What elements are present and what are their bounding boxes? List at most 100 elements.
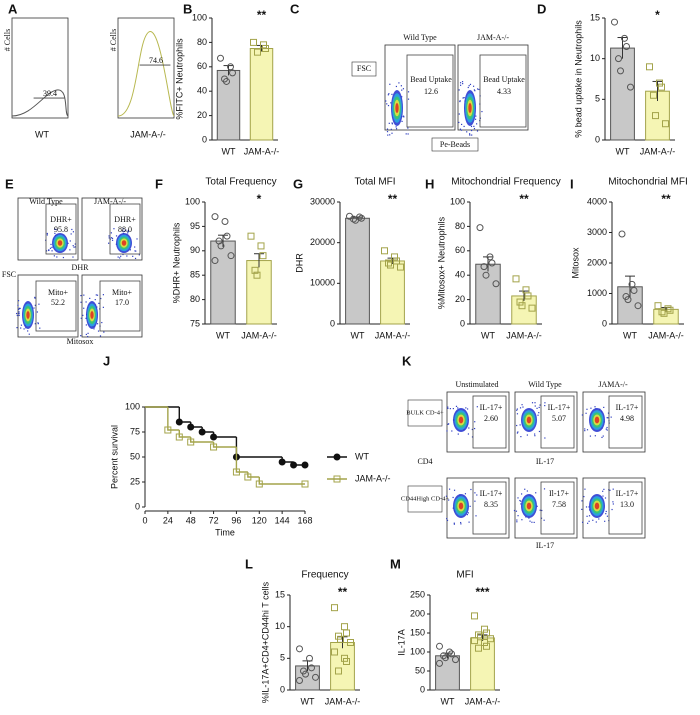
y-axis-label: % bead uptake in Neutrophils	[573, 20, 583, 138]
flow-density	[526, 502, 532, 510]
flow-plot	[117, 17, 175, 119]
flow-label: 52.2	[51, 298, 65, 307]
flow-event	[534, 405, 536, 407]
y-tick-label: 15	[275, 589, 285, 599]
flow-event	[465, 407, 467, 409]
flow-label: JAMA-/-	[598, 380, 628, 389]
survival-point	[175, 433, 183, 441]
flow-event	[48, 249, 50, 251]
flow-event	[462, 97, 464, 99]
data-point	[251, 266, 259, 274]
flow-event	[134, 257, 137, 260]
data-point	[475, 644, 482, 652]
flow-event	[605, 428, 607, 430]
significance: **	[257, 8, 267, 22]
x-tick-label: WT	[301, 696, 315, 706]
flow-event	[588, 520, 590, 522]
flow-event	[519, 407, 522, 409]
flow-event	[468, 521, 470, 523]
data-point	[482, 271, 490, 279]
flow-event	[445, 495, 448, 497]
flow-event	[111, 239, 114, 241]
panel-letter: I	[570, 176, 574, 191]
flow-event	[606, 429, 608, 431]
flow-event	[544, 402, 546, 404]
flow-event	[23, 328, 25, 330]
data-point	[253, 271, 261, 279]
flow-event	[584, 428, 586, 430]
flow-event	[127, 229, 129, 232]
data-point	[306, 654, 313, 662]
x-tick-label: 120	[252, 515, 267, 525]
flow-event	[516, 413, 519, 415]
survival-point	[164, 426, 172, 434]
flow-event	[610, 416, 612, 418]
data-point	[227, 63, 234, 71]
bar	[246, 260, 272, 325]
y-tick-label: 150	[410, 627, 425, 637]
data-point	[628, 280, 636, 288]
y-tick-label: 5	[595, 94, 600, 104]
data-point	[229, 69, 236, 77]
flow-event	[534, 433, 536, 435]
flow-event	[123, 230, 125, 232]
flow-event	[516, 519, 518, 521]
flow-event	[541, 509, 543, 512]
flow-event	[520, 500, 522, 502]
flow-event	[474, 421, 476, 423]
flow-event	[588, 515, 591, 517]
data-point	[615, 55, 622, 63]
flow-event	[127, 232, 129, 234]
survival-point	[290, 461, 298, 469]
flow-event	[49, 247, 52, 249]
data-point	[335, 667, 342, 675]
x-tick-label: 168	[297, 515, 312, 525]
flow-event	[398, 82, 400, 84]
flow-event	[18, 314, 20, 317]
flow-event	[39, 327, 41, 329]
flow-event	[460, 521, 462, 524]
flow-event	[583, 495, 585, 498]
flow-gate	[99, 280, 141, 332]
flow-event	[603, 406, 605, 409]
flow-event	[516, 432, 519, 434]
flow-event	[85, 317, 87, 319]
data-point	[262, 45, 269, 52]
flow-event	[18, 308, 20, 311]
y-tick-label: 60	[455, 245, 465, 255]
flow-label: IL-17+	[616, 403, 639, 412]
flow-event	[87, 332, 89, 334]
data-point	[483, 642, 490, 650]
data-point	[480, 263, 488, 271]
data-point	[621, 34, 628, 42]
flow-event	[474, 118, 477, 120]
flow-event	[95, 294, 97, 296]
flow-event	[20, 327, 22, 329]
flow-label: CD4	[417, 457, 432, 466]
flow-event	[464, 493, 467, 495]
flow-event	[138, 254, 140, 256]
data-point	[296, 677, 303, 684]
data-point	[512, 275, 520, 283]
data-point	[343, 658, 350, 665]
flow-event	[111, 237, 114, 239]
flow-event	[386, 103, 388, 105]
data-point	[471, 612, 478, 620]
y-tick-label: 30000	[310, 196, 335, 206]
flow-event	[120, 255, 122, 257]
panel-letter: B	[183, 1, 192, 16]
flow-event	[592, 519, 594, 521]
flow-event	[387, 134, 389, 136]
row-label: BULK CD-4+	[406, 409, 444, 416]
flow-label: 13.0	[620, 500, 634, 509]
flow-density	[121, 240, 127, 246]
data-point	[617, 67, 624, 75]
flow-event	[516, 424, 518, 427]
flow-label: 4.98	[620, 414, 634, 423]
row-label: CD44High CD-4+	[401, 495, 450, 502]
flow-event	[467, 512, 469, 514]
flow-event	[520, 436, 522, 438]
data-point	[486, 253, 494, 261]
flow-event	[594, 435, 596, 437]
flow-event	[447, 423, 449, 425]
